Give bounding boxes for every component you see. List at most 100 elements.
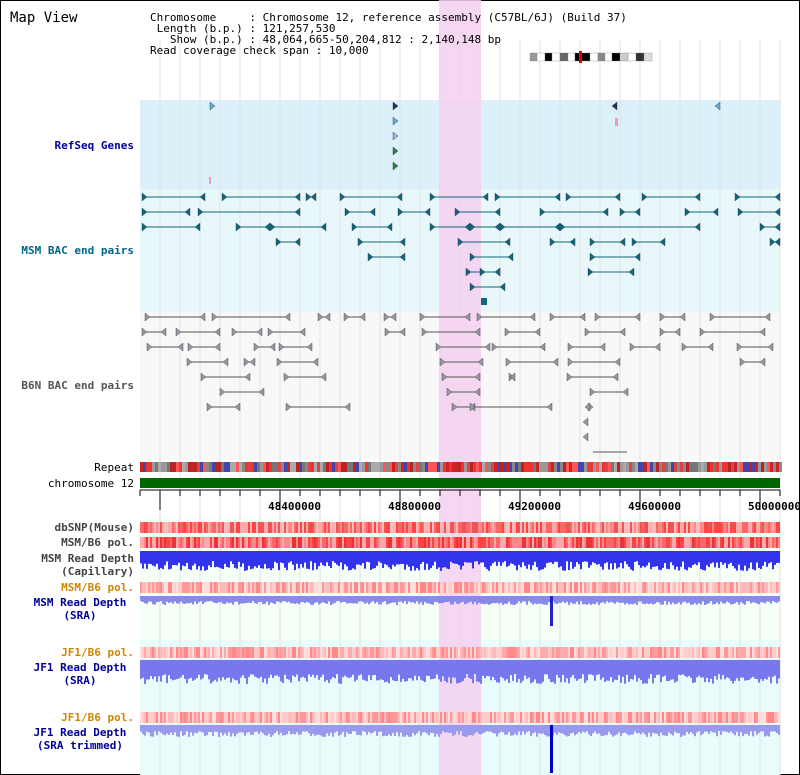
track-label-jf1-depth-sra[interactable]: JF1 Read Depth (SRA): [0, 661, 160, 687]
depth-bar: [480, 551, 482, 563]
track-label-chromosome[interactable]: chromosome 12: [47, 477, 134, 490]
track-label-msm-depth-sra[interactable]: MSM Read Depth (SRA): [0, 596, 160, 622]
heat-segment: [714, 647, 716, 658]
track-label-msm-b6-pol-1[interactable]: MSM/B6 pol.: [61, 536, 134, 549]
heat-segment: [154, 522, 156, 533]
depth-bar: [714, 596, 716, 605]
heat-segment: [640, 712, 642, 723]
heat-segment: [372, 647, 374, 658]
heat-segment: [666, 582, 668, 593]
repeat-segment: [695, 462, 698, 472]
ideogram-band: [643, 52, 653, 62]
depth-bar: [546, 596, 548, 605]
heat-segment: [418, 522, 420, 533]
heat-segment: [720, 522, 722, 533]
heat-segment: [226, 522, 228, 533]
depth-bar: [478, 596, 480, 603]
track-label-msm-b6-pol-2[interactable]: MSM/B6 pol.: [61, 581, 134, 594]
depth-bar: [706, 551, 708, 566]
heat-segment: [416, 647, 418, 658]
heat-segment: [506, 582, 508, 593]
heat-segment: [676, 647, 678, 658]
heat-segment: [202, 582, 204, 593]
heat-segment: [168, 537, 170, 548]
heat-segment: [490, 522, 492, 533]
heat-segment: [158, 522, 160, 533]
depth-bar: [224, 596, 226, 605]
heat-segment: [410, 647, 412, 658]
bac-end-arrow: [774, 222, 781, 232]
heat-segment: [184, 712, 186, 723]
heat-segment: [440, 537, 442, 548]
track-label-jf1-pol-2[interactable]: JF1/B6 pol.: [61, 711, 134, 724]
depth-bar: [628, 725, 630, 736]
heat-segment: [190, 522, 192, 533]
heat-segment: [502, 582, 504, 593]
depth-bar: [432, 551, 434, 566]
depth-bar: [708, 660, 710, 683]
depth-bar: [730, 551, 732, 563]
heat-segment: [336, 712, 338, 723]
track-label-jf1-pol-1[interactable]: JF1/B6 pol.: [61, 646, 134, 659]
heat-segment: [704, 712, 706, 723]
heat-segment: [572, 537, 574, 548]
depth-bar: [164, 660, 166, 675]
heat-segment: [522, 712, 524, 723]
bac-end-arrow: [619, 237, 626, 247]
track-label-msm-depth-capillary[interactable]: MSM Read Depth (Capillary): [0, 552, 134, 578]
heat-segment: [522, 522, 524, 533]
track-label-jf1-depth-trimmed[interactable]: JF1 Read Depth (SRA trimmed): [0, 726, 160, 752]
depth-bar: [308, 596, 310, 603]
track-label-msm-bac[interactable]: MSM BAC end pairs: [21, 244, 134, 257]
depth-bar: [258, 660, 260, 679]
depth-bar: [224, 551, 226, 564]
heat-segment: [204, 537, 206, 548]
heat-segment: [208, 522, 210, 533]
bac-end-arrow: [474, 327, 481, 337]
heat-segment: [436, 522, 438, 533]
heat-segment: [208, 537, 210, 548]
heat-segment: [274, 712, 276, 723]
depth-bar: [310, 596, 312, 605]
depth-bar: [772, 551, 774, 570]
heat-segment: [412, 522, 414, 533]
bac-end-arrow: [258, 387, 265, 397]
heat-segment: [266, 522, 268, 533]
depth-bar: [232, 660, 234, 679]
depth-bar: [324, 596, 326, 604]
depth-bar: [602, 725, 604, 737]
depth-bar: [426, 551, 428, 564]
heat-segment: [356, 537, 358, 548]
depth-bar: [146, 596, 148, 604]
depth-bar: [326, 660, 328, 680]
depth-bar: [286, 725, 288, 735]
track-label-refseq[interactable]: RefSeq Genes: [54, 139, 134, 152]
heat-segment: [270, 647, 272, 658]
heat-segment: [684, 582, 686, 593]
depth-bar: [248, 725, 250, 733]
depth-bar: [436, 596, 438, 603]
heat-segment: [558, 537, 560, 548]
depth-bar: [756, 596, 758, 604]
depth-bar: [166, 596, 168, 602]
bac-end-arrow: [469, 222, 476, 232]
depth-bar: [336, 725, 338, 732]
depth-bar: [318, 596, 320, 605]
heat-segment: [498, 582, 500, 593]
heat-segment: [398, 647, 400, 658]
depth-bar: [764, 725, 766, 737]
depth-bar: [696, 725, 698, 733]
heat-segment: [510, 582, 512, 593]
bac-end-arrow: [559, 222, 566, 232]
track-label-b6n-bac[interactable]: B6N BAC end pairs: [21, 379, 134, 392]
heat-segment: [476, 582, 478, 593]
heat-segment: [642, 712, 644, 723]
depth-bar: [718, 596, 720, 605]
track-label-dbsnp[interactable]: dbSNP(Mouse): [54, 521, 134, 534]
depth-bar: [204, 596, 206, 603]
bac-end-arrow: [160, 327, 167, 337]
depth-bar: [748, 660, 750, 681]
track-label-repeat[interactable]: Repeat: [94, 461, 134, 474]
heat-segment: [222, 712, 224, 723]
